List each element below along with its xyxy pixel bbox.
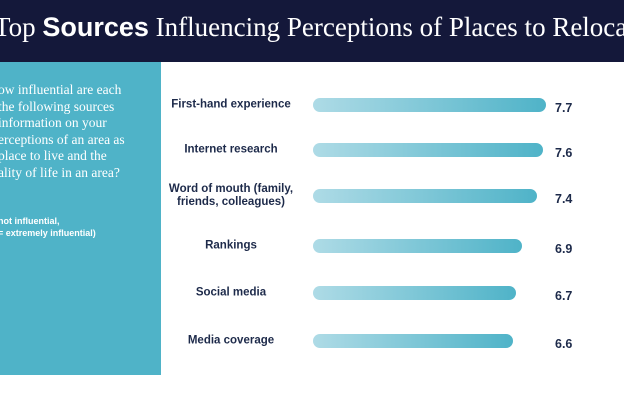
question-line: ality of life in an area? [0, 164, 120, 180]
sidebar: ow influential are each the following sou… [0, 62, 161, 375]
value-label: 6.6 [555, 337, 573, 351]
bar [313, 239, 522, 253]
category-label: Internet research [184, 143, 278, 156]
category-label: Rankings [205, 239, 257, 252]
note-line: = extremely influential) [0, 228, 96, 238]
title-post: Influencing Perceptions of Places to Rel… [155, 12, 624, 42]
value-label: 7.7 [555, 101, 573, 115]
header: Top Sources Influencing Perceptions of P… [0, 0, 624, 62]
bar [313, 98, 546, 112]
question-line: place to live and the [0, 148, 107, 163]
title-bold: Sources [42, 12, 149, 42]
question-line: the following sources [0, 98, 115, 114]
title: Top Sources Influencing Perceptions of P… [0, 12, 624, 43]
category-label: Word of mouth (family, friends, colleagu… [168, 183, 294, 208]
category-label: Social media [195, 286, 267, 299]
title-pre: Top [0, 12, 36, 42]
value-label: 6.9 [555, 242, 573, 256]
category-label: First-hand experience [171, 98, 291, 111]
question: ow influential are each the following sou… [0, 82, 125, 181]
bar [313, 189, 537, 203]
bar [313, 334, 513, 348]
note-line: not influential, [0, 216, 60, 226]
bar [313, 286, 516, 300]
bar [313, 143, 543, 157]
question-line: erceptions of an area as [0, 131, 125, 147]
value-label: 7.4 [555, 192, 573, 206]
question-line: information on your [0, 115, 107, 130]
scale-note: not influential, = extremely influential) [0, 215, 96, 239]
category-label: Media coverage [187, 334, 275, 347]
question-line: ow influential are each [0, 82, 122, 97]
value-label: 6.7 [555, 289, 573, 303]
value-label: 7.6 [555, 146, 573, 160]
